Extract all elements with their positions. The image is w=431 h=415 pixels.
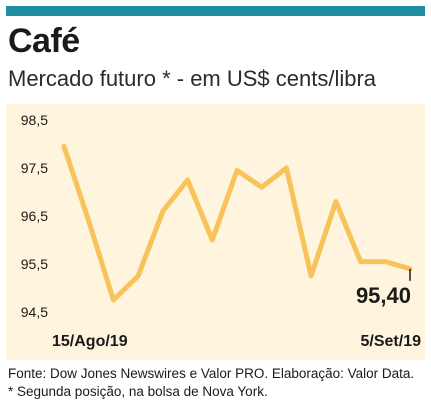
data-point	[210, 238, 215, 243]
y-tick-label: 94,5	[21, 304, 48, 320]
data-point	[259, 185, 264, 190]
chart-subtitle: Mercado futuro * - em US$ cents/libra	[8, 66, 377, 91]
data-point	[111, 298, 116, 303]
data-point	[235, 168, 240, 173]
data-point	[136, 274, 141, 279]
y-tick-label: 97,5	[21, 160, 48, 176]
series-line	[61, 143, 413, 303]
data-point	[309, 274, 314, 279]
data-point	[383, 259, 388, 264]
y-tick-label: 96,5	[21, 208, 48, 224]
annotation-group: 95,40	[356, 268, 411, 308]
series-group	[61, 143, 413, 303]
x-tick-label-end: 5/Set/19	[361, 333, 422, 350]
source-note: Fonte: Dow Jones Newswires e Valor PRO. …	[8, 366, 415, 399]
y-axis: 98,5 97,5 96,5 95,5 94,5	[21, 112, 48, 320]
data-point	[86, 218, 91, 223]
x-axis: 15/Ago/19 5/Set/19	[52, 333, 421, 350]
data-point	[160, 209, 165, 214]
last-value-label: 95,40	[356, 283, 411, 308]
data-point	[185, 178, 190, 183]
top-accent-bar	[6, 6, 425, 16]
x-tick-label-start: 15/Ago/19	[52, 333, 128, 350]
data-point	[62, 144, 67, 149]
data-point	[358, 259, 363, 264]
y-tick-label: 95,5	[21, 256, 48, 272]
chart-title: Café	[8, 22, 80, 60]
y-tick-label: 98,5	[21, 112, 48, 128]
data-point	[333, 199, 338, 204]
data-point	[284, 166, 289, 171]
